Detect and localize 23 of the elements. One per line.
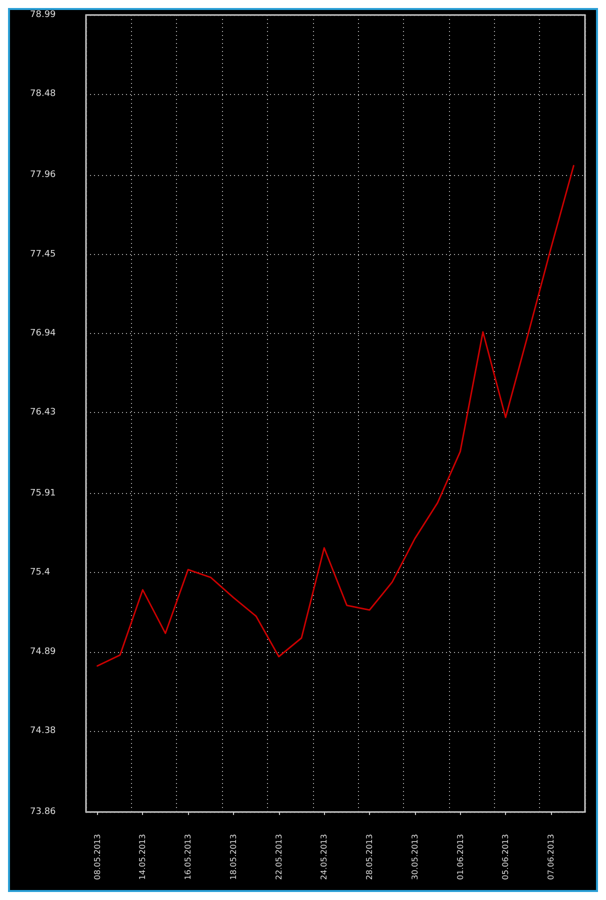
y-tick-label: 76.94	[30, 328, 56, 338]
x-tick-label: 08.05.2013	[92, 834, 102, 880]
y-tick-label: 75.4	[30, 568, 50, 578]
y-tick-label: 77.96	[30, 170, 56, 180]
y-tick-label: 78.99	[30, 10, 56, 20]
y-tick-label: 74.89	[30, 646, 56, 657]
x-tick-label: 24.05.2013	[320, 834, 329, 880]
y-tick-label: 77.45	[30, 249, 56, 260]
line-series	[96, 164, 574, 667]
y-tick-label: 78.48	[30, 89, 56, 100]
x-tick-label: 18.05.2013	[228, 834, 238, 880]
y-tick-label: 76.43	[30, 408, 56, 418]
y-tick-label: 74.38	[30, 726, 56, 736]
x-tick-label: 28.05.2013	[365, 834, 374, 880]
y-tick-label: 73.86	[30, 807, 56, 817]
x-tick-label: 14.05.2013	[138, 834, 148, 880]
y-tick-label: 75.91	[30, 488, 56, 499]
x-tick-label: 07.06.2013	[546, 834, 556, 880]
x-tick-label: 22.05.2013	[274, 834, 284, 880]
x-tick-label: 16.05.2013	[184, 834, 193, 880]
x-tick-label: 01.06.2013	[456, 834, 465, 880]
x-tick-label: 30.05.2013	[410, 834, 420, 880]
x-tick-label: 05.06.2013	[501, 834, 510, 880]
